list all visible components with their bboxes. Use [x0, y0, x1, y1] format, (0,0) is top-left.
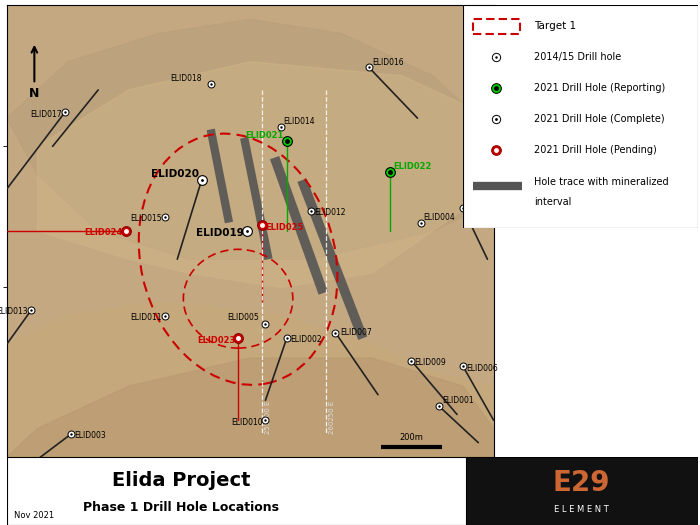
Text: Phase 1 Drill Hole Locations: Phase 1 Drill Hole Locations — [83, 501, 279, 514]
Text: ELID017: ELID017 — [30, 110, 62, 119]
Text: ELID022: ELID022 — [393, 162, 431, 171]
Text: ELID003: ELID003 — [74, 432, 106, 440]
Text: ELID011: ELID011 — [131, 313, 162, 322]
Text: 200m: 200m — [400, 433, 424, 442]
Text: 260250 E: 260250 E — [329, 400, 335, 434]
Text: 2021 Drill Hole (Reporting): 2021 Drill Hole (Reporting) — [533, 83, 665, 93]
Text: 2021 Drill Hole (Pending): 2021 Drill Hole (Pending) — [533, 145, 657, 155]
Text: ELID024: ELID024 — [84, 228, 122, 237]
FancyBboxPatch shape — [7, 457, 466, 525]
Text: 259100 E: 259100 E — [265, 400, 272, 434]
Text: ELID001: ELID001 — [442, 396, 473, 405]
Text: 2014/15 Drill hole: 2014/15 Drill hole — [533, 51, 621, 61]
FancyBboxPatch shape — [466, 457, 698, 525]
Polygon shape — [7, 19, 493, 259]
Text: ELID015: ELID015 — [130, 214, 162, 223]
Text: ELID019: ELID019 — [196, 228, 244, 238]
Text: ELID023: ELID023 — [197, 337, 235, 345]
Text: ELID012: ELID012 — [314, 208, 346, 217]
Text: N: N — [29, 87, 40, 100]
Text: ELID005: ELID005 — [228, 313, 260, 322]
Text: 2021 Drill Hole (Complete): 2021 Drill Hole (Complete) — [533, 114, 664, 124]
Text: ELID008: ELID008 — [466, 198, 498, 207]
Text: interval: interval — [533, 196, 571, 207]
Text: Target 1: Target 1 — [533, 22, 576, 32]
Text: ELID016: ELID016 — [372, 58, 403, 67]
Text: ELID014: ELID014 — [284, 117, 315, 126]
Polygon shape — [7, 301, 493, 457]
Text: ELID010: ELID010 — [231, 418, 262, 427]
Text: ELID006: ELID006 — [466, 364, 498, 373]
Text: ELID025: ELID025 — [265, 223, 304, 232]
Text: ELID002: ELID002 — [290, 335, 321, 344]
FancyBboxPatch shape — [463, 5, 698, 228]
Text: E29: E29 — [553, 469, 610, 497]
Polygon shape — [37, 62, 493, 288]
Text: ELID013: ELID013 — [0, 307, 28, 316]
Text: Hole trace with mineralized: Hole trace with mineralized — [533, 176, 668, 186]
Text: ELID021: ELID021 — [245, 131, 284, 140]
Text: ELID007: ELID007 — [340, 329, 372, 338]
Text: Elida Project: Elida Project — [112, 471, 251, 490]
Text: ELID009: ELID009 — [414, 358, 446, 367]
Text: E L E M E N T: E L E M E N T — [554, 506, 609, 514]
Text: Nov 2021: Nov 2021 — [14, 511, 54, 520]
Text: ELID004: ELID004 — [424, 213, 455, 222]
Polygon shape — [7, 358, 493, 457]
Text: ELID020: ELID020 — [150, 170, 199, 180]
Text: ELID018: ELID018 — [170, 75, 202, 83]
